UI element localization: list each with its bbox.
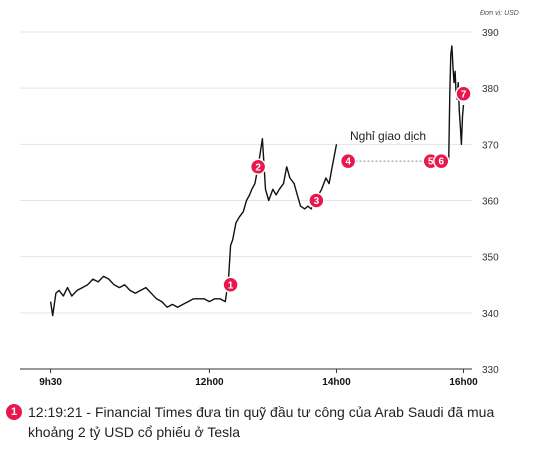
marker-number: 2 xyxy=(255,162,261,173)
marker-circle xyxy=(249,158,267,176)
x-tick-label: 16h00 xyxy=(449,377,478,388)
marker-circle xyxy=(222,276,239,293)
marker-circle xyxy=(455,85,472,103)
marker-number: 6 xyxy=(439,157,445,168)
y-tick-label: 360 xyxy=(482,197,499,208)
event-marker-2: 2 xyxy=(249,158,267,176)
event-marker-7: 7 xyxy=(455,85,472,103)
marker-circle xyxy=(339,152,357,170)
y-tick-label: 390 xyxy=(482,28,499,39)
x-axis: 9h30 12h00 14h00 16h00 xyxy=(39,369,478,388)
event-note-1: 1 12:19:21 - Financial Times đưa tin quỹ… xyxy=(6,402,526,442)
event-markers: 1 2 3 4 5 6 7 xyxy=(222,85,472,293)
price-line-1 xyxy=(49,137,338,317)
y-tick-label: 380 xyxy=(482,84,499,95)
y-axis: 330 340 350 360 370 380 390 xyxy=(482,28,499,376)
y-tick-label: 330 xyxy=(482,365,499,376)
x-tick-label: 9h30 xyxy=(39,377,62,388)
y-tick-label: 350 xyxy=(482,253,499,264)
event-marker-4: 4 xyxy=(339,152,357,170)
note-badge: 1 xyxy=(6,404,22,420)
event-marker-1: 1 xyxy=(222,276,239,293)
marker-circle xyxy=(308,192,325,209)
marker-number: 3 xyxy=(314,196,320,207)
marker-circle xyxy=(433,152,450,170)
marker-number: 5 xyxy=(428,157,434,168)
x-tick-label: 12h00 xyxy=(195,377,224,388)
event-marker-3: 3 xyxy=(308,192,325,209)
price-lines xyxy=(49,45,465,317)
x-tick-label: 14h00 xyxy=(322,377,351,388)
note-text: 12:19:21 - Financial Times đưa tin quỹ đ… xyxy=(28,404,495,440)
event-marker-6: 6 xyxy=(433,152,450,170)
y-tick-label: 370 xyxy=(482,140,499,151)
y-gridlines xyxy=(20,31,472,314)
marker-number: 4 xyxy=(345,157,351,168)
unit-label: Đơn vị: USD xyxy=(480,10,519,17)
y-tick-label: 340 xyxy=(482,309,499,320)
trading-pause-label: Nghỉ giao dịch xyxy=(350,129,426,143)
marker-number: 1 xyxy=(228,280,234,291)
marker-number: 7 xyxy=(461,89,467,100)
